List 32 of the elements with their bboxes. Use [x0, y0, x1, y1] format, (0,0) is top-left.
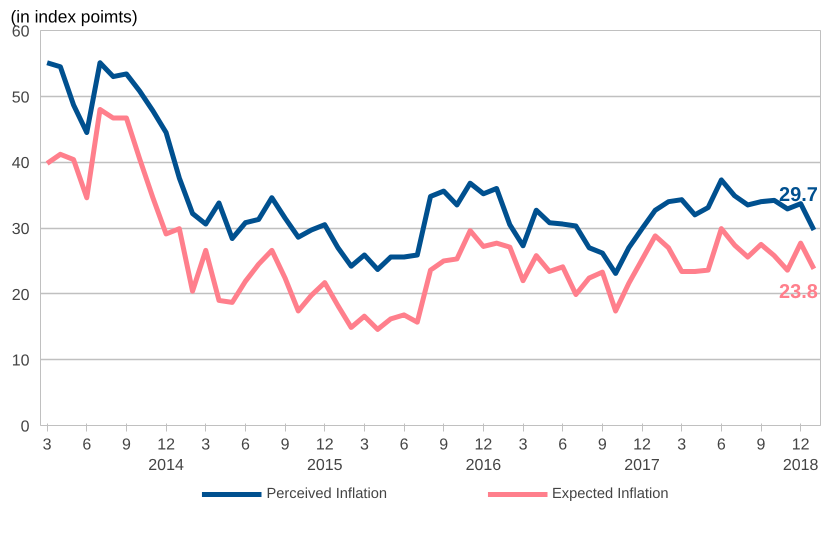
x-tick-label: 9	[439, 436, 448, 454]
x-tick-label: 12 2018	[782, 436, 819, 474]
x-tick-label: 3	[42, 436, 52, 454]
x-tick-label: 6	[558, 436, 568, 454]
legend-label: Expected Inflation	[552, 486, 669, 502]
x-tick-label: 3	[360, 436, 369, 454]
x-tick-label: 3	[201, 436, 210, 454]
legend-label: Perceived Inflation	[266, 486, 388, 502]
x-tick-label: 6	[82, 436, 92, 454]
data-label: 29.7	[778, 184, 818, 206]
y-tick-label: 60	[12, 24, 30, 40]
x-tick-label: 6	[240, 436, 250, 454]
y-tick-label: 30	[12, 221, 30, 238]
x-tick-label: 9	[598, 436, 607, 454]
x-tick-label: 12 2016	[466, 436, 502, 474]
x-tick-label: 6	[716, 436, 726, 454]
x-tick-label: 12 2015	[306, 436, 343, 474]
x-tick-label: 3	[518, 436, 528, 454]
x-tick-label: 12 2014	[148, 436, 184, 474]
x-tick-label: 6	[400, 436, 409, 454]
data-label: 23.8	[778, 280, 818, 303]
x-tick-label: 9	[280, 436, 290, 454]
x-tick-label: 9	[122, 436, 131, 454]
x-tick-label: 12 2017	[624, 436, 660, 474]
x-tick-label: 3	[677, 436, 686, 454]
y-tick-label: 40	[12, 155, 30, 172]
y-tick-label: 10	[12, 352, 30, 370]
x-tick-label: 9	[756, 436, 766, 454]
y-tick-label: 0	[20, 418, 30, 436]
y-axis-title: (in index poimts)	[10, 6, 138, 26]
y-tick-label: 20	[12, 286, 30, 304]
y-tick-label: 50	[12, 89, 30, 106]
